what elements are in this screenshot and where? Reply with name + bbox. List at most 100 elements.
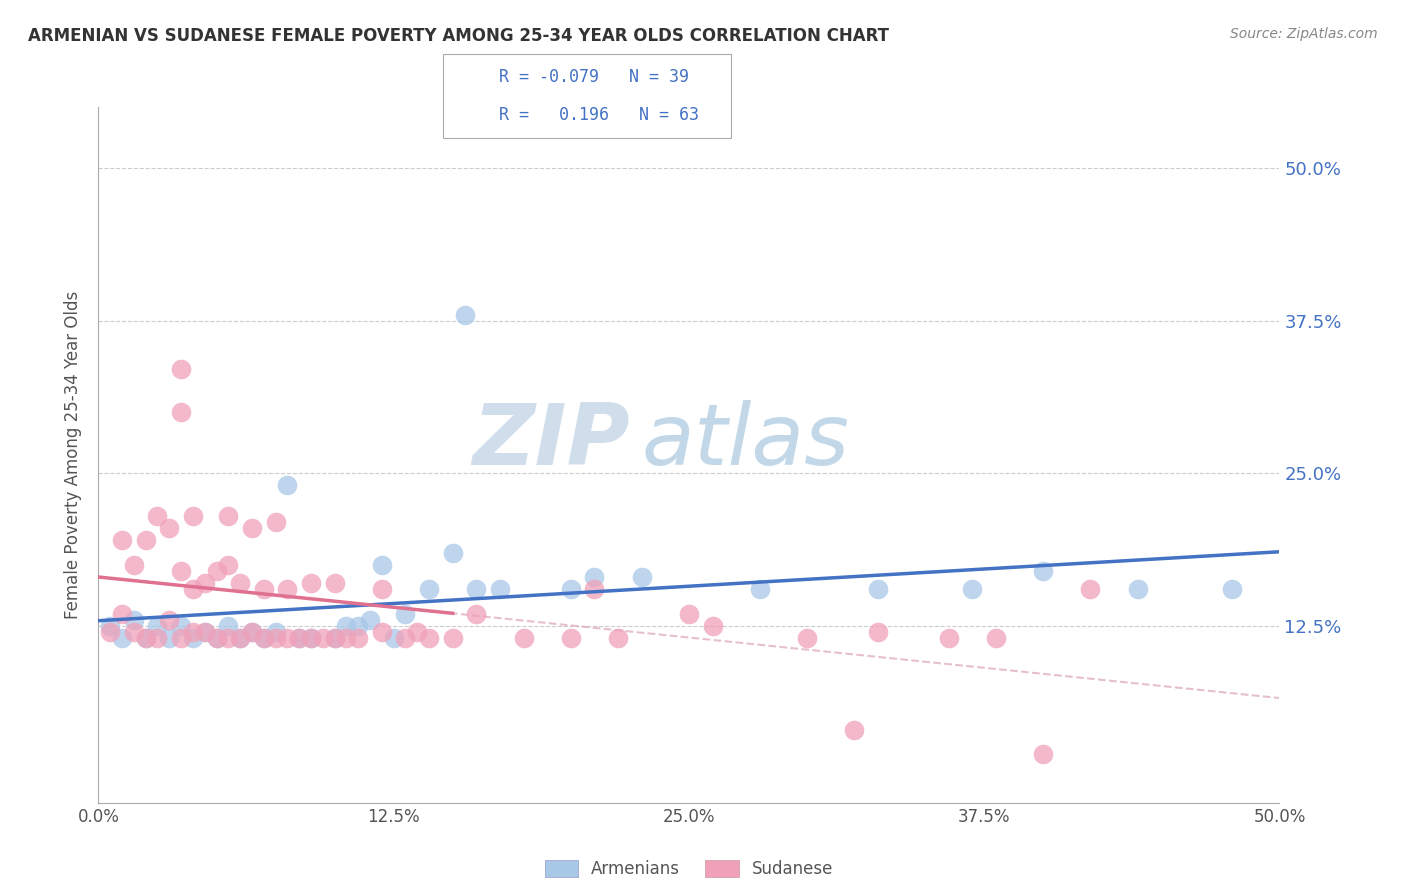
Point <box>217 558 239 572</box>
Point <box>465 607 488 621</box>
Point <box>181 508 204 523</box>
Point <box>276 631 298 645</box>
Point <box>157 613 180 627</box>
Point <box>240 624 263 639</box>
Point <box>170 619 193 633</box>
Point <box>512 631 534 645</box>
Point <box>335 631 357 645</box>
Point <box>146 619 169 633</box>
Text: atlas: atlas <box>641 400 849 483</box>
Text: ZIP: ZIP <box>472 400 630 483</box>
Point <box>560 631 582 645</box>
Point <box>253 582 276 597</box>
Point <box>1220 582 1243 597</box>
Point <box>359 613 381 627</box>
Point <box>347 619 370 633</box>
Text: R = -0.079   N = 39: R = -0.079 N = 39 <box>499 69 689 87</box>
Point <box>984 631 1007 645</box>
Point <box>441 545 464 559</box>
Point <box>135 533 157 548</box>
Point <box>748 582 770 597</box>
Point <box>264 624 287 639</box>
Point <box>229 631 252 645</box>
Point <box>299 576 322 591</box>
Legend: Armenians, Sudanese: Armenians, Sudanese <box>538 854 839 885</box>
Point <box>157 521 180 535</box>
Point <box>844 723 866 737</box>
Point <box>111 607 134 621</box>
Point <box>181 582 204 597</box>
Point <box>229 631 252 645</box>
Point <box>1032 564 1054 578</box>
Point <box>371 624 394 639</box>
Point <box>1126 582 1149 597</box>
Point <box>170 405 193 419</box>
Point <box>607 631 630 645</box>
Point <box>371 558 394 572</box>
Point <box>489 582 512 597</box>
Point <box>347 631 370 645</box>
Point <box>418 582 440 597</box>
Point <box>394 607 416 621</box>
Point <box>194 624 217 639</box>
Point <box>98 619 121 633</box>
Point <box>1032 747 1054 761</box>
Point <box>276 478 298 492</box>
Point <box>299 631 322 645</box>
Point <box>240 624 263 639</box>
Point <box>312 631 335 645</box>
Point <box>299 631 322 645</box>
Point <box>453 308 475 322</box>
Point <box>264 631 287 645</box>
Point <box>465 582 488 597</box>
Point <box>253 631 276 645</box>
Point <box>240 521 263 535</box>
Point <box>146 631 169 645</box>
Point <box>157 631 180 645</box>
Point <box>111 533 134 548</box>
Point <box>217 508 239 523</box>
Point <box>170 564 193 578</box>
Point <box>394 631 416 645</box>
Point <box>229 576 252 591</box>
Point <box>135 631 157 645</box>
Point <box>335 619 357 633</box>
Point <box>122 613 145 627</box>
Point <box>217 631 239 645</box>
Point <box>194 624 217 639</box>
Point <box>122 624 145 639</box>
Point <box>583 582 606 597</box>
Point <box>253 631 276 645</box>
Point <box>371 582 394 597</box>
Point <box>288 631 311 645</box>
Point <box>111 631 134 645</box>
Point <box>441 631 464 645</box>
Point <box>181 624 204 639</box>
Text: R =   0.196   N = 63: R = 0.196 N = 63 <box>499 106 699 124</box>
Point <box>323 631 346 645</box>
Point <box>170 631 193 645</box>
Point <box>866 624 889 639</box>
Point <box>560 582 582 597</box>
Point <box>702 619 724 633</box>
Point <box>264 515 287 529</box>
Point <box>205 631 228 645</box>
Point <box>796 631 818 645</box>
Point <box>135 631 157 645</box>
Point <box>122 558 145 572</box>
Point <box>181 631 204 645</box>
Point <box>866 582 889 597</box>
Point <box>418 631 440 645</box>
Point <box>382 631 405 645</box>
Point <box>276 582 298 597</box>
Point <box>170 362 193 376</box>
Text: ARMENIAN VS SUDANESE FEMALE POVERTY AMONG 25-34 YEAR OLDS CORRELATION CHART: ARMENIAN VS SUDANESE FEMALE POVERTY AMON… <box>28 27 889 45</box>
Point <box>194 576 217 591</box>
Point <box>217 619 239 633</box>
Text: Source: ZipAtlas.com: Source: ZipAtlas.com <box>1230 27 1378 41</box>
Point <box>962 582 984 597</box>
Point <box>938 631 960 645</box>
Point <box>630 570 652 584</box>
Point <box>146 508 169 523</box>
Point <box>205 564 228 578</box>
